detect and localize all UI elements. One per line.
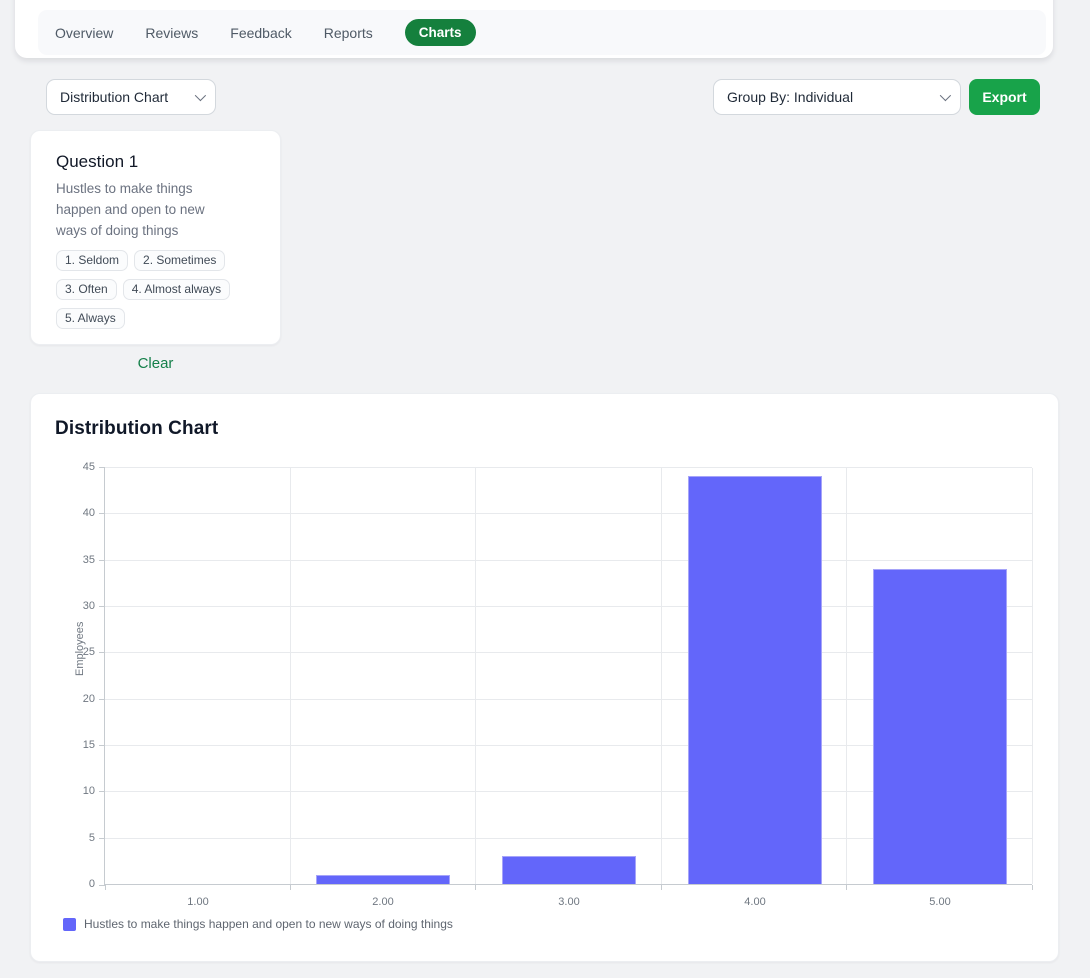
y-tick [99,791,105,793]
y-tick-label: 20 [82,692,95,705]
y-tick-label: 35 [82,553,95,566]
bar-5.00 [873,569,1007,884]
gridline [105,513,1032,515]
y-tick-label: 0 [88,878,95,890]
option-pill: 2. Sometimes [134,250,226,271]
x-tick [475,885,477,890]
y-tick [99,559,105,561]
gridline [105,698,1032,700]
chevron-down-icon [194,89,207,102]
tab-bar: Overview Reviews Feedback Reports Charts [38,10,1046,55]
y-tick [99,467,105,468]
tab-charts[interactable]: Charts [404,19,476,46]
bar-chart-plot[interactable]: 0 5 10 15 20 25 30 35 40 45 1.00 2.00 3.00 4.00 5.00 [83,461,1033,908]
y-tick [99,837,105,839]
bar-2.00 [316,875,450,884]
distribution-chart-card: Distribution Chart Employees 0 5 10 15 20 25 3… [30,393,1059,962]
gridline [660,468,662,884]
tab-reviews[interactable]: Reviews [145,24,199,41]
chart-legend[interactable]: Hustles to make things happen and open t… [63,917,453,931]
y-tick [99,606,105,607]
chart-type-select[interactable]: Distribution Chart [46,79,216,115]
gridline [105,467,1032,468]
answer-options: 1. Seldom 2. Sometimes 3. Often 4. Almos… [56,250,261,329]
legend-label: Hustles to make things happen and open t… [84,917,453,931]
y-tick-label: 5 [88,831,95,844]
y-tick [99,513,105,515]
gridline [105,745,1032,746]
question-description: Hustles to make things happen and open t… [56,181,205,238]
y-tick [99,652,105,654]
option-pill: 4. Almost always [122,279,231,300]
chevron-down-icon [939,89,952,102]
clear-button[interactable]: Clear [137,355,174,372]
gridline [105,606,1032,607]
x-category-label: 4.00 [744,896,766,908]
y-tick-label: 15 [82,739,95,751]
gridline [289,468,291,884]
gridline [105,791,1032,793]
gridline [1032,468,1033,884]
group-by-select[interactable]: Group By: Individual [713,79,961,115]
y-tick-label: 10 [82,785,95,798]
option-pill: 5. Always [56,308,125,329]
y-tick-label: 30 [82,600,95,612]
legend-swatch [63,917,76,931]
gridline [846,468,848,884]
export-button[interactable]: Export [969,79,1040,115]
x-category-label: 5.00 [929,896,951,908]
question-card: Question 1 Hustles to make things happen… [30,130,281,345]
y-tick-label: 40 [82,507,95,520]
chart-type-select-value: Distribution Chart [60,89,169,105]
x-tick [105,885,106,890]
bar-4.00 [688,476,822,884]
page-header: Overview Reviews Feedback Reports Charts [15,0,1053,58]
x-tick [846,885,848,890]
gridline [105,652,1032,654]
x-tick [1032,885,1033,890]
chart-title: Distribution Chart [55,418,219,439]
y-tick [99,745,105,746]
y-tick-label: 25 [82,646,95,659]
tab-feedback[interactable]: Feedback [230,24,292,41]
gridline [475,468,477,884]
option-pill: 3. Often [56,279,117,300]
tab-reports[interactable]: Reports [323,24,373,41]
tab-overview[interactable]: Overview [55,24,114,41]
option-pill: 1. Seldom [56,250,129,271]
x-category-label: 3.00 [558,896,580,908]
gridline [105,559,1032,561]
y-tick [99,884,105,886]
x-category-label: 2.00 [372,896,394,908]
y-tick-label: 45 [82,461,95,473]
question-title: Question 1 [56,152,139,171]
bar-3.00 [502,856,636,884]
x-tick [289,885,291,890]
x-category-label: 1.00 [187,896,209,908]
gridline [105,837,1032,839]
y-tick [99,698,105,700]
x-tick [660,885,662,890]
group-by-select-value: Group By: Individual [727,89,854,105]
